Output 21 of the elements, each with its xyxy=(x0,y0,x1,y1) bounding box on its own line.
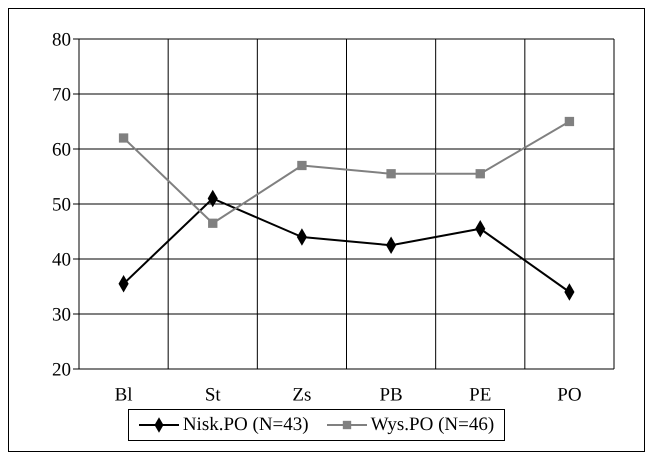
y-tick-label: 50 xyxy=(52,194,71,216)
point xyxy=(297,160,307,170)
x-tick-label: PE xyxy=(469,384,492,406)
x-tick-label: PB xyxy=(379,384,403,406)
y-tick-label: 30 xyxy=(52,304,71,326)
x-tick-label: Bl xyxy=(114,384,133,406)
x-tick-label: St xyxy=(204,384,222,406)
y-tick-label: 60 xyxy=(52,140,71,161)
point xyxy=(118,133,128,143)
point xyxy=(208,218,218,228)
legend-label: Wys.PO (N=46) xyxy=(370,414,494,436)
legend-label: Nisk.PO (N=43) xyxy=(182,414,309,436)
x-tick-label: PO xyxy=(557,384,582,406)
point xyxy=(564,116,574,126)
y-tick-label: 70 xyxy=(52,84,71,106)
point xyxy=(386,169,396,178)
y-tick-label: 80 xyxy=(52,30,71,51)
y-tick-label: 20 xyxy=(52,360,71,381)
x-tick-label: Zs xyxy=(292,384,312,406)
y-tick-label: 40 xyxy=(52,250,71,271)
point xyxy=(476,169,485,178)
